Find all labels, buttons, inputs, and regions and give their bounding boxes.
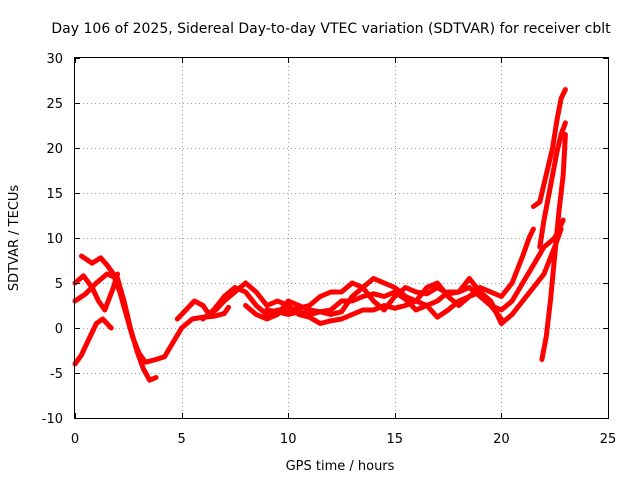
series-track-6 [200, 217, 566, 322]
series-group [72, 87, 568, 383]
y-tick-label: 5 [55, 277, 63, 292]
x-tick-label: 0 [71, 432, 79, 447]
series-track-8 [264, 285, 504, 322]
series-track-1 [72, 271, 159, 383]
series-track-7 [243, 226, 536, 322]
series-track-3 [72, 316, 114, 367]
x-tick-label: 10 [280, 432, 297, 447]
y-tick-label: -5 [50, 367, 63, 382]
y-tick-label: 10 [46, 232, 63, 247]
series-track-9 [530, 87, 568, 209]
x-tick-label: 25 [600, 432, 617, 447]
series-track-4 [72, 271, 121, 313]
y-tick-label: 25 [46, 97, 63, 112]
x-tick-label: 20 [493, 432, 510, 447]
y-tick-label: -10 [42, 412, 63, 427]
plot-frame [74, 57, 609, 419]
y-tick-label: 20 [46, 142, 63, 157]
x-tick-label: 15 [387, 432, 404, 447]
y-tick-label: 30 [46, 52, 63, 67]
y-tick-label: 0 [55, 322, 63, 337]
series-track-10 [537, 120, 568, 250]
chart-title: Day 106 of 2025, Sidereal Day-to-day VTE… [51, 21, 611, 37]
grid [75, 58, 608, 418]
y-tick-label: 15 [46, 187, 63, 202]
x-axis-label: GPS time / hours [286, 459, 395, 474]
x-tick-label: 5 [177, 432, 185, 447]
y-axis-label: SDTVAR / TECUs [7, 185, 22, 292]
series-track-11 [539, 132, 568, 362]
ticks: 0 5 10 15 20 25 -10 -5 0 5 10 15 20 25 30 [42, 52, 617, 447]
